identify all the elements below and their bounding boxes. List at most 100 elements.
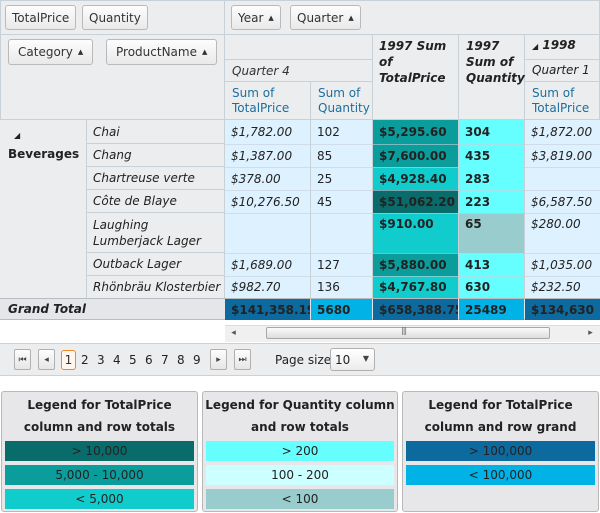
collapse-icon[interactable]: ◢ xyxy=(14,131,21,140)
grid-line xyxy=(225,276,600,277)
page-4-link[interactable]: 4 xyxy=(113,353,121,367)
cell-q4-quantity: 85 xyxy=(317,148,333,163)
legend-item: 100 - 200 xyxy=(206,465,394,485)
product-name: Outback Lager xyxy=(86,253,224,276)
grid-line xyxy=(372,120,373,320)
cell-1997-totalprice: $4,767.80 xyxy=(373,276,458,298)
cell-q4-totalprice: $10,276.50 xyxy=(231,194,300,209)
page-size-value: 10 xyxy=(335,353,351,367)
page-9-link[interactable]: 9 xyxy=(193,353,201,367)
header-divider xyxy=(225,81,372,82)
legend-totalprice: Legend for TotalPrice column and row tot… xyxy=(1,391,198,512)
scroll-left-button[interactable]: ◂ xyxy=(231,328,236,338)
legend-grand-totals: Legend for TotalPrice column and row gra… xyxy=(402,391,599,512)
cell-q4-quantity: 127 xyxy=(317,257,340,272)
legend-item: > 200 xyxy=(206,441,394,461)
product-name: Chang xyxy=(86,144,224,167)
collapse-icon[interactable]: ◢ xyxy=(532,42,539,51)
first-page-button[interactable]: ⏮ xyxy=(14,349,31,370)
cell-1998-q1-totalprice: $3,819.00 xyxy=(531,148,593,163)
header-divider xyxy=(310,81,311,121)
row-header-area xyxy=(0,120,225,298)
row-field-category-button[interactable]: Category ▲ xyxy=(8,39,94,65)
sort-ascending-icon: ▲ xyxy=(77,48,84,56)
next-page-button[interactable]: ▸ xyxy=(210,349,227,370)
scroll-right-button[interactable]: ▸ xyxy=(588,328,593,338)
field-label: TotalPrice xyxy=(12,10,70,25)
legend-title: Legend for TotalPrice column and row tot… xyxy=(23,398,176,434)
page-7-link[interactable]: 7 xyxy=(161,353,169,367)
grand-total-label: Grand Total xyxy=(8,302,87,316)
cell-q4-totalprice: $1,689.00 xyxy=(231,257,293,272)
cell-1997-totalprice: $51,062.20 xyxy=(373,190,458,213)
legend-item: < 100 xyxy=(206,489,394,509)
grid-line xyxy=(458,120,459,320)
legend-item: < 100,000 xyxy=(406,465,595,485)
column-header-sum-totalprice: Sum of TotalPrice xyxy=(232,86,290,115)
cell-1998-q1-totalprice xyxy=(525,167,600,190)
column-header-1998[interactable]: ◢ 1998 xyxy=(532,38,576,52)
previous-page-button[interactable]: ◂ xyxy=(38,349,55,370)
page-3-link[interactable]: 3 xyxy=(97,353,105,367)
cell-1998-q1-totalprice: $1,035.00 xyxy=(531,257,593,272)
cell-1997-quantity: 630 xyxy=(459,276,524,298)
column-header-sum-quantity: Sum of Quantity xyxy=(318,86,370,115)
cell-1997-quantity: 283 xyxy=(459,167,524,190)
grid-line xyxy=(225,253,600,254)
header-divider xyxy=(524,35,525,121)
last-page-button[interactable]: ⏭ xyxy=(234,349,251,370)
cell-q4-totalprice xyxy=(225,213,310,253)
category-beverages[interactable]: ◢ Beverages xyxy=(8,127,79,163)
column-header-1997-sum-totalprice: 1997 Sum of TotalPrice xyxy=(379,39,447,85)
page-size-select[interactable]: 10 ▼ xyxy=(330,348,375,371)
product-name: Chai xyxy=(86,120,224,144)
cell-1998-q1-totalprice: $280.00 xyxy=(531,217,581,231)
page-1-link[interactable]: 1 xyxy=(61,350,76,370)
cell-1997-quantity: 223 xyxy=(459,190,524,213)
field-label: Category xyxy=(18,45,73,59)
grid-line xyxy=(225,167,600,168)
grid-line xyxy=(225,213,600,214)
column-header-quarter4: Quarter 4 xyxy=(225,59,372,81)
scroll-grip-icon: ||| xyxy=(401,326,407,335)
page-5-link[interactable]: 5 xyxy=(129,353,137,367)
cell-q4-totalprice: $1,782.00 xyxy=(231,125,293,139)
column-field-year-button[interactable]: Year ▲ xyxy=(231,5,281,30)
cell-1997-totalprice: $5,880.00 xyxy=(373,253,458,276)
cell-q4-quantity: 102 xyxy=(317,125,340,139)
page-8-link[interactable]: 8 xyxy=(177,353,185,367)
data-field-totalprice-button[interactable]: TotalPrice xyxy=(5,5,77,30)
column-field-quarter-button[interactable]: Quarter ▲ xyxy=(290,5,361,30)
chevron-down-icon: ▼ xyxy=(362,354,369,363)
data-field-quantity-button[interactable]: Quantity xyxy=(82,5,148,30)
cell-1997-totalprice: $7,600.00 xyxy=(373,144,458,167)
page-6-link[interactable]: 6 xyxy=(145,353,153,367)
grid-line xyxy=(225,144,600,145)
cell-1997-totalprice: $4,928.40 xyxy=(373,167,458,190)
grand-total-q4-totalprice: $141,358.19 xyxy=(225,299,310,320)
cell-q4-quantity xyxy=(311,213,372,253)
header-divider xyxy=(372,35,373,121)
sort-ascending-icon: ▲ xyxy=(268,13,274,22)
pager-bar xyxy=(0,343,600,376)
sort-ascending-icon: ▲ xyxy=(348,13,354,22)
legend-quantity: Legend for Quantity column and row total… xyxy=(202,391,398,512)
grid-line xyxy=(524,120,525,320)
field-label: Year xyxy=(238,10,264,25)
header-divider xyxy=(525,59,600,60)
legend-item: > 10,000 xyxy=(5,441,194,461)
year-label: 1998 xyxy=(542,38,576,52)
cell-1997-quantity: 65 xyxy=(459,213,524,253)
page-2-link[interactable]: 2 xyxy=(81,353,89,367)
field-label: Quarter xyxy=(297,10,344,25)
cell-1997-quantity: 413 xyxy=(459,253,524,276)
cell-1998-q1-totalprice: $1,872.00 xyxy=(531,125,593,139)
column-header-quarter1: Quarter 1 xyxy=(532,63,590,77)
header-divider xyxy=(525,81,600,82)
grand-total-1998-totalprice: $134,630 xyxy=(525,299,600,320)
legend-item: < 5,000 xyxy=(5,489,194,509)
row-header-divider xyxy=(224,120,225,320)
scroll-thumb[interactable]: ||| xyxy=(266,326,550,339)
cell-1997-quantity: 435 xyxy=(459,144,524,167)
row-field-productname-button[interactable]: ProductName ▲ xyxy=(106,39,218,65)
